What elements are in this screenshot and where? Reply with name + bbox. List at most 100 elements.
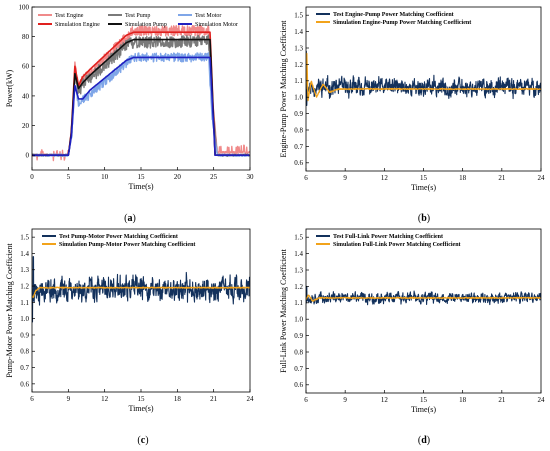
legend-label: Test Motor bbox=[195, 13, 221, 19]
y-tick-label: 20 bbox=[22, 122, 30, 130]
x-tick-label: 18 bbox=[459, 174, 467, 182]
panel-label-letter: b bbox=[421, 213, 427, 224]
y-tick-label: 60 bbox=[22, 63, 30, 71]
x-tick-label: 21 bbox=[498, 396, 506, 404]
legend-label: Test Pump-Motor Power Matching Coefficie… bbox=[59, 234, 178, 240]
x-tick-label: 15 bbox=[138, 173, 146, 181]
y-tick-label: 1.0 bbox=[294, 94, 303, 102]
y-axis-label: Power(kW) bbox=[5, 70, 14, 108]
x-tick-label: 20 bbox=[174, 173, 182, 181]
y-tick-label: 0.7 bbox=[294, 365, 303, 373]
series-line-2 bbox=[306, 52, 541, 102]
y-axis-label: Full-Link Power Matching Coefficient bbox=[279, 248, 288, 372]
x-tick-label: 15 bbox=[420, 174, 428, 182]
plot-area bbox=[306, 285, 541, 306]
legend: Test Full-Link Power Matching Coefficien… bbox=[316, 234, 461, 248]
y-tick-label: 0.7 bbox=[294, 143, 303, 151]
legend-label: Simulation Pump-Motor Power Matching Coe… bbox=[59, 242, 195, 248]
y-tick-label: 1.3 bbox=[294, 266, 303, 274]
y-tick-label: 1.5 bbox=[20, 234, 29, 242]
x-tick-label: 21 bbox=[498, 174, 506, 182]
x-tick-label: 9 bbox=[343, 174, 347, 182]
legend: Test Engine-Pump Power Matching Coeffici… bbox=[316, 12, 471, 26]
chart-panel-1: 0 5 10 15 20 25 30 0 20 40 60 80 100 Time(s) Power(kW)… bbox=[5, 3, 254, 224]
y-tick-label: 1.0 bbox=[294, 316, 303, 324]
panel-label-letter: d bbox=[421, 435, 427, 446]
panel-label-close: ) bbox=[133, 213, 136, 224]
legend-label: Test Pump bbox=[125, 13, 150, 19]
legend: Test Pump-Motor Power Matching Coefficie… bbox=[42, 234, 195, 248]
y-tick-label: 1.4 bbox=[294, 28, 303, 36]
plot-frame bbox=[305, 228, 542, 394]
y-tick-label: 0.9 bbox=[20, 331, 29, 339]
panel-label-open: ( bbox=[137, 435, 141, 446]
x-tick-label: 5 bbox=[67, 173, 71, 181]
series-line-2 bbox=[32, 34, 250, 157]
y-tick-label: 1.1 bbox=[20, 299, 29, 307]
x-tick-label: 12 bbox=[381, 396, 389, 404]
panel-label-open: ( bbox=[418, 435, 422, 446]
y-tick-label: 0.8 bbox=[294, 126, 303, 134]
x-tick-label: 21 bbox=[210, 395, 218, 403]
series-line-1 bbox=[306, 50, 541, 106]
y-tick-label: 1.2 bbox=[20, 282, 29, 290]
y-tick-label: 1.4 bbox=[294, 250, 303, 258]
plot-area bbox=[32, 24, 250, 162]
x-axis-label: Time(s) bbox=[411, 183, 436, 192]
y-tick-label: 1.0 bbox=[20, 315, 29, 323]
y-tick-label: 0.9 bbox=[294, 110, 303, 118]
legend-label: Simulation Full-Link Power Matching Coef… bbox=[333, 242, 461, 248]
panel-label-open: ( bbox=[124, 213, 128, 224]
x-axis-label: Time(s) bbox=[128, 404, 153, 413]
legend: Test Engine Test Pump Test Motor Simulation… bbox=[38, 13, 238, 28]
legend-label: Simulation Engine bbox=[55, 22, 100, 28]
legend-label: Simulation Motor bbox=[195, 22, 238, 28]
series-line-2 bbox=[32, 286, 250, 299]
y-tick-label: 1.5 bbox=[294, 12, 303, 20]
x-tick-label: 6 bbox=[30, 395, 34, 403]
y-tick-label: 100 bbox=[19, 3, 30, 11]
legend-label: Test Engine-Pump Power Matching Coeffici… bbox=[333, 12, 454, 18]
panel-label: (a) bbox=[124, 213, 136, 224]
y-tick-label: 0.8 bbox=[294, 348, 303, 356]
legend-label: Simulation Engine-Pump Power Matching Co… bbox=[333, 20, 471, 26]
x-tick-label: 12 bbox=[381, 174, 389, 182]
series-line-1 bbox=[32, 256, 250, 323]
panel-label-letter: a bbox=[128, 213, 133, 224]
panel-label: (b) bbox=[418, 213, 430, 224]
y-tick-label: 0.6 bbox=[294, 381, 303, 389]
plot-frame bbox=[31, 228, 251, 393]
x-tick-label: 6 bbox=[304, 396, 308, 404]
x-tick-label: 12 bbox=[101, 395, 109, 403]
series-line-1 bbox=[32, 24, 250, 162]
y-tick-label: 1.2 bbox=[294, 61, 303, 69]
y-axis-label: Engine-Pump Power Matching Coefficient bbox=[279, 20, 288, 158]
panel-label-letter: c bbox=[141, 435, 146, 446]
y-tick-label: 1.4 bbox=[20, 250, 29, 258]
y-tick-label: 1.1 bbox=[294, 299, 303, 307]
y-tick-label: 0.7 bbox=[20, 364, 29, 372]
x-tick-label: 30 bbox=[247, 173, 255, 181]
y-tick-label: 40 bbox=[22, 92, 30, 100]
series-line-4 bbox=[32, 31, 250, 156]
x-tick-label: 25 bbox=[210, 173, 218, 181]
x-tick-label: 24 bbox=[538, 174, 546, 182]
x-tick-label: 15 bbox=[138, 395, 146, 403]
y-tick-label: 0.6 bbox=[294, 159, 303, 167]
chart-panel-4: 6 9 12 15 18 21 24 0.6 0.7 0.8 0.9 1.0 1.1 1.2 1.3 1.4 1… bbox=[279, 228, 545, 446]
y-tick-label: 80 bbox=[22, 33, 30, 41]
y-tick-label: 0.9 bbox=[294, 332, 303, 340]
panel-label-close: ) bbox=[145, 435, 148, 446]
legend-label: Test Full-Link Power Matching Coefficien… bbox=[333, 234, 443, 240]
y-tick-label: 1.1 bbox=[294, 77, 303, 85]
panel-label-close: ) bbox=[427, 435, 430, 446]
x-axis-label: Time(s) bbox=[128, 182, 153, 191]
plot-area bbox=[32, 256, 250, 323]
y-tick-label: 1.3 bbox=[294, 44, 303, 52]
series-line-1 bbox=[306, 285, 541, 306]
panel-label: (d) bbox=[418, 435, 430, 446]
legend-label: Simulation Pump bbox=[125, 22, 167, 28]
y-tick-label: 0.8 bbox=[20, 348, 29, 356]
y-tick-label: 1.2 bbox=[294, 283, 303, 291]
